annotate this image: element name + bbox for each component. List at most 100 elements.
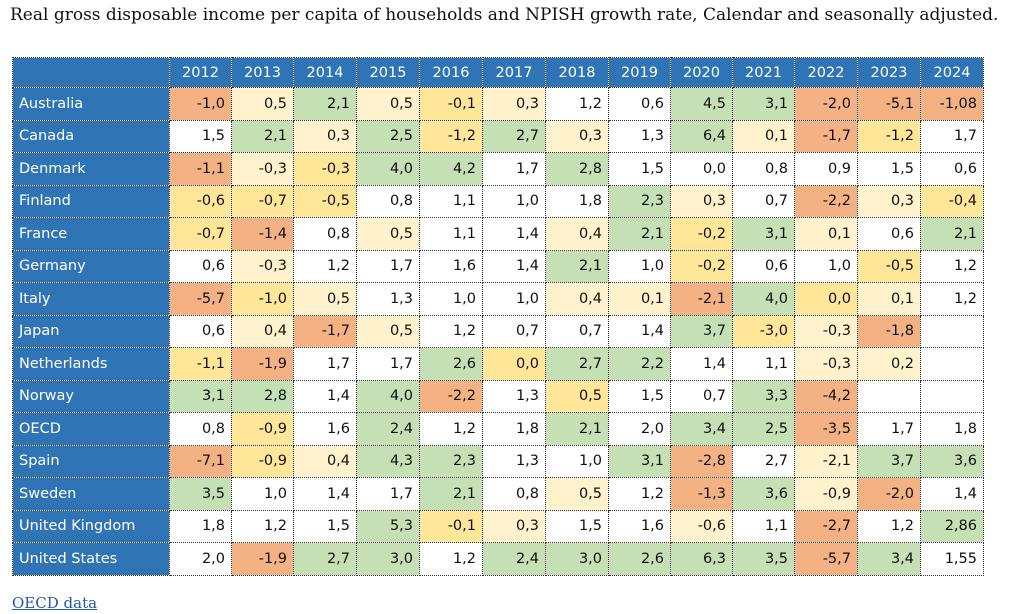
value-cell: 2,5 [732,412,795,446]
column-header: 2017 [482,57,546,88]
value-cell: 0,8 [482,477,546,511]
value-cell: 3,7 [857,444,921,478]
row-header: Spain [12,444,170,478]
value-cell: 0,5 [545,477,609,511]
value-cell: 1,0 [794,249,858,283]
value-cell: 1,5 [608,152,671,186]
column-header: 2014 [293,57,357,88]
value-cell [920,379,984,413]
value-cell: 1,0 [545,444,609,478]
value-cell: 2,86 [920,509,984,543]
table-row: OECD 0,8 -0,9 1,6 2,4 1,2 1,8 2,1 2,0 3,4 2,5 -3,5 1… [12,412,984,446]
row-header: Netherlands [12,347,170,381]
value-cell: 0,5 [356,87,420,121]
value-cell: -5,7 [169,282,232,316]
value-cell: 2,8 [231,379,294,413]
value-cell: -2,2 [419,379,483,413]
value-cell: -0,6 [169,184,232,218]
table-row: Norway 3,1 2,8 1,4 4,0 -2,2 1,3 0,5 1,5 0,7 3,3 -4,… [12,379,984,413]
value-cell: 2,6 [608,542,671,576]
value-cell: 4,0 [356,379,420,413]
value-cell: 0,7 [545,314,609,348]
value-cell: -1,4 [231,217,294,251]
value-cell: 2,7 [545,347,609,381]
value-cell: -1,0 [169,87,232,121]
value-cell: 1,4 [670,347,733,381]
value-cell: 1,3 [482,444,546,478]
row-header: Australia [12,87,170,121]
row-header: Norway [12,379,170,413]
value-cell: -0,7 [231,184,294,218]
value-cell: 3,1 [169,379,232,413]
value-cell: -3,5 [794,412,858,446]
value-cell: 1,2 [920,282,984,316]
value-cell: 2,7 [293,542,357,576]
value-cell: 3,1 [732,217,795,251]
value-cell: 1,7 [356,249,420,283]
value-cell: 1,1 [419,217,483,251]
value-cell: -1,9 [231,347,294,381]
value-cell: -1,2 [857,119,921,153]
column-header: 2018 [545,57,609,88]
value-cell: -0,6 [670,509,733,543]
row-header: Sweden [12,477,170,511]
table-row: United States 2,0 -1,9 2,7 3,0 1,2 2,4 3,0 2,6 6,… [12,542,984,576]
row-header: United Kingdom [12,509,170,543]
table-row: Denmark -1,1 -0,3 -0,3 4,0 4,2 1,7 2,8 1,5 0,0 0,8… [12,152,984,186]
value-cell: 2,1 [293,87,357,121]
value-cell: 0,5 [231,87,294,121]
value-cell: 1,5 [857,152,921,186]
value-cell: 1,7 [356,477,420,511]
value-cell: 0,3 [857,184,921,218]
value-cell: 0,5 [545,379,609,413]
value-cell: 0,3 [545,119,609,153]
value-cell: 1,1 [419,184,483,218]
value-cell: 2,8 [545,152,609,186]
value-cell: 2,1 [545,412,609,446]
value-cell: -0,3 [231,249,294,283]
value-cell: 0,0 [670,152,733,186]
value-cell: 1,6 [293,412,357,446]
value-cell: -3,0 [732,314,795,348]
value-cell: -0,3 [231,152,294,186]
value-cell: 2,1 [231,119,294,153]
value-cell: 1,5 [608,379,671,413]
value-cell: 0,1 [794,217,858,251]
value-cell: 1,5 [545,509,609,543]
value-cell: 3,6 [920,444,984,478]
value-cell: -2,2 [794,184,858,218]
value-cell: -0,1 [419,509,483,543]
table-row: Australia -1,0 0,5 2,1 0,5 -0,1 0,3 1,2 0,6 4,5 3,… [12,87,984,121]
value-cell: 2,1 [608,217,671,251]
oecd-data-link[interactable]: OECD data [12,594,98,612]
value-cell: 6,4 [670,119,733,153]
value-cell: -0,2 [670,249,733,283]
value-cell: -2,0 [857,477,921,511]
value-cell: 2,1 [419,477,483,511]
value-cell: -1,7 [293,314,357,348]
value-cell: 0,6 [169,249,232,283]
value-cell: 1,8 [545,184,609,218]
value-cell: 1,1 [732,347,795,381]
value-cell: 1,6 [608,509,671,543]
row-header: Finland [12,184,170,218]
value-cell: -0,5 [857,249,921,283]
value-cell: 0,4 [545,282,609,316]
value-cell: -0,3 [794,347,858,381]
value-cell: 0,6 [169,314,232,348]
value-cell: 0,8 [293,217,357,251]
row-header: Japan [12,314,170,348]
row-header: Canada [12,119,170,153]
value-cell: -0,2 [670,217,733,251]
row-header: OECD [12,412,170,446]
value-cell: 2,0 [608,412,671,446]
value-cell: 2,0 [169,542,232,576]
value-cell: 1,55 [920,542,984,576]
table-row: Japan 0,6 0,4 -1,7 0,5 1,2 0,7 0,7 1,4 3,7 -3,0 -0,… [12,314,984,348]
value-cell: 2,7 [482,119,546,153]
value-cell: 1,0 [419,282,483,316]
value-cell: 4,0 [356,152,420,186]
value-cell [857,379,921,413]
value-cell: 1,2 [920,249,984,283]
column-header: 2015 [356,57,420,88]
